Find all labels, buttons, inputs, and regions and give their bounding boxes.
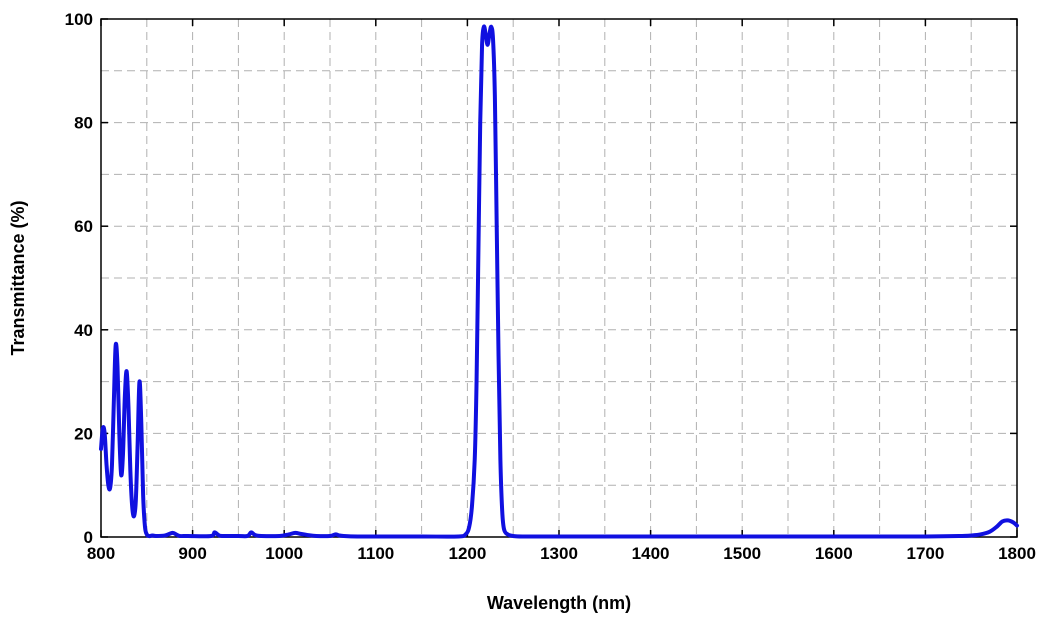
x-tick-label: 1500 [723,544,761,563]
y-tick-label: 20 [74,424,93,443]
x-tick-label: 1300 [540,544,578,563]
x-tick-label: 1700 [906,544,944,563]
y-tick-label: 80 [74,114,93,133]
x-tick-label: 900 [178,544,206,563]
transmittance-series-line [99,24,1019,539]
x-tick-label: 1000 [265,544,303,563]
x-tick-label: 1400 [632,544,670,563]
x-axis-title: Wavelength (nm) [487,593,631,613]
y-tick-label: 40 [74,321,93,340]
series-group [99,24,1019,539]
x-tick-label: 1100 [357,544,394,563]
y-tick-label: 60 [74,217,93,236]
y-tick-labels: 0 20 40 60 80 100 [65,10,93,547]
grid [101,19,1017,537]
x-tick-label: 1800 [998,544,1036,563]
y-tick-label: 100 [65,10,93,29]
x-tick-labels: 800 900 1000 1100 1200 1300 1400 1500 1600 1700 18… [87,544,1036,563]
y-axis-title: Transmittance (%) [8,200,28,355]
x-tick-label: 800 [87,544,115,563]
y-tick-label: 0 [84,528,93,547]
x-tick-label: 1200 [448,544,486,563]
x-tick-label: 1600 [815,544,853,563]
